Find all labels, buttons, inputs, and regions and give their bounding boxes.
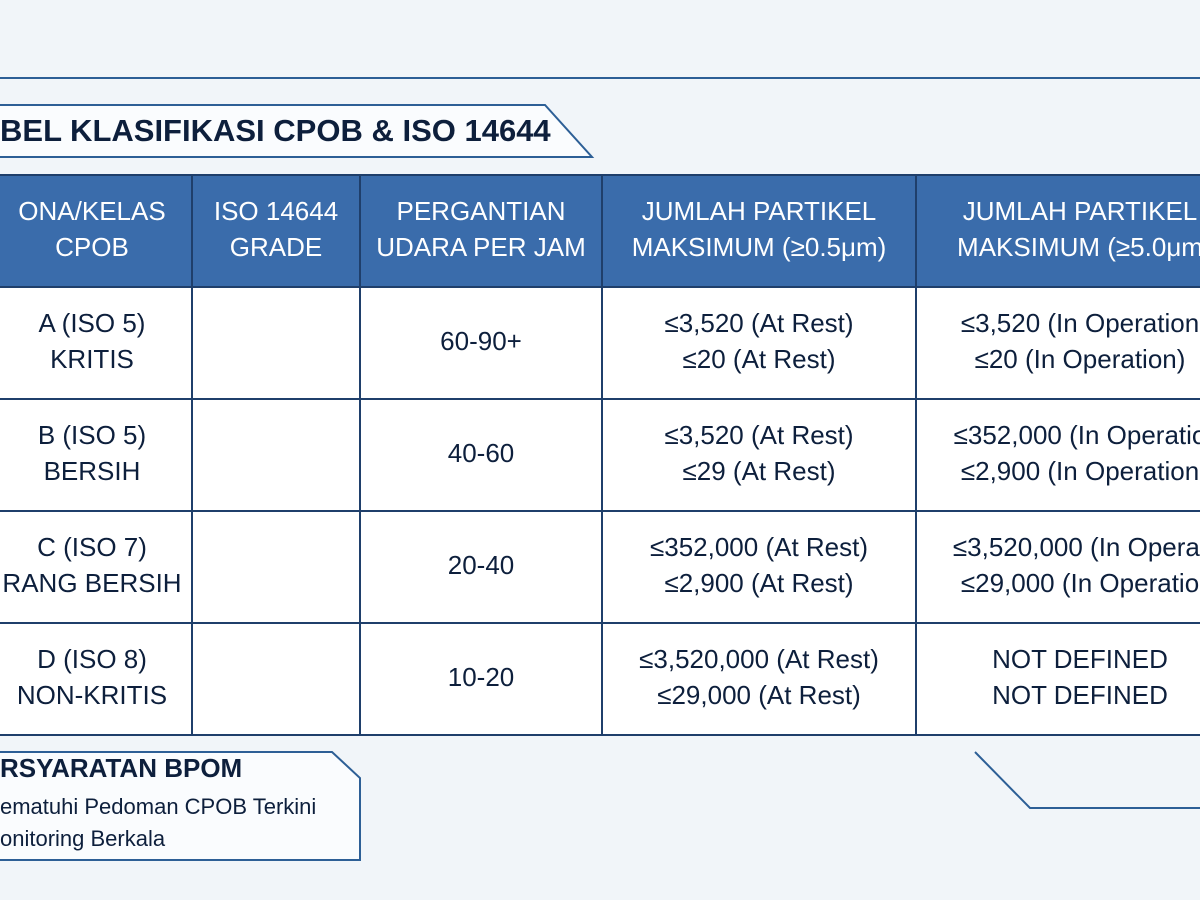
header-cell: PERGANTIAN (396, 196, 565, 226)
requirement-item: ematuhi Pedoman CPOB Terkini (0, 794, 316, 819)
cell: RANG BERSIH (2, 568, 181, 598)
cell: ≤20 (In Operation) (975, 344, 1186, 374)
header-cell: CPOB (55, 232, 129, 262)
cell: ≤29,000 (In Operatio (961, 568, 1199, 598)
cell: A (ISO 5) (39, 308, 146, 338)
requirements-box (0, 751, 361, 861)
header-cell: JUMLAH PARTIKEL (642, 196, 877, 226)
cell: ≤3,520,000 (At Rest) (639, 644, 879, 674)
title: BEL KLASIFIKASI CPOB & ISO 14644 (0, 113, 551, 148)
cell: NON-KRITIS (17, 680, 167, 710)
cell: ≤3,520 (At Rest) (664, 420, 853, 450)
cell: ≤3,520,000 (In Operat (953, 532, 1200, 562)
header-cell: ONA/KELAS (18, 196, 165, 226)
cell: ≤29,000 (At Rest) (657, 680, 861, 710)
cell: 60-90+ (440, 326, 522, 356)
cell: KRITIS (50, 344, 134, 374)
header-row (0, 175, 1200, 287)
cell: D (ISO 8) (37, 644, 147, 674)
cell: 20-40 (448, 550, 515, 580)
header-cell: MAKSIMUM (≥5.0μm (957, 232, 1200, 262)
cell: BERSIH (44, 456, 141, 486)
cell: ≤2,900 (In Operation (961, 456, 1199, 486)
header-cell: UDARA PER JAM (376, 232, 586, 262)
cell: ≤20 (At Rest) (683, 344, 836, 374)
title-banner (0, 104, 595, 158)
header-cell: JUMLAH PARTIKEL (963, 196, 1198, 226)
cell: ≤352,000 (In Operatio (954, 420, 1200, 450)
row (0, 287, 1200, 399)
cell: 10-20 (448, 662, 515, 692)
header-cell: ISO 14644 (214, 196, 338, 226)
row (0, 399, 1200, 511)
cell: NOT DEFINED (992, 644, 1168, 674)
table: ONA/KELAS CPOB ISO 14644 GRADE PERGANTIAN UDA… (0, 174, 1200, 736)
cell: NOT DEFINED (992, 680, 1168, 710)
decoration (974, 751, 1200, 809)
cell: C (ISO 7) (37, 532, 147, 562)
cell: ≤29 (At Rest) (683, 456, 836, 486)
cell: ≤2,900 (At Rest) (664, 568, 853, 598)
row (0, 623, 1200, 735)
cell: ≤3,520 (In Operation (961, 308, 1199, 338)
requirements-title: RSYARATAN BPOM (0, 753, 242, 783)
row (0, 511, 1200, 623)
cell: B (ISO 5) (38, 420, 146, 450)
header-cell: MAKSIMUM (≥0.5μm) (632, 232, 887, 262)
cell: ≤352,000 (At Rest) (650, 532, 868, 562)
cell: ≤3,520 (At Rest) (664, 308, 853, 338)
cell: 40-60 (448, 438, 515, 468)
header-cell: GRADE (230, 232, 322, 262)
requirement-item: onitoring Berkala (0, 826, 166, 851)
